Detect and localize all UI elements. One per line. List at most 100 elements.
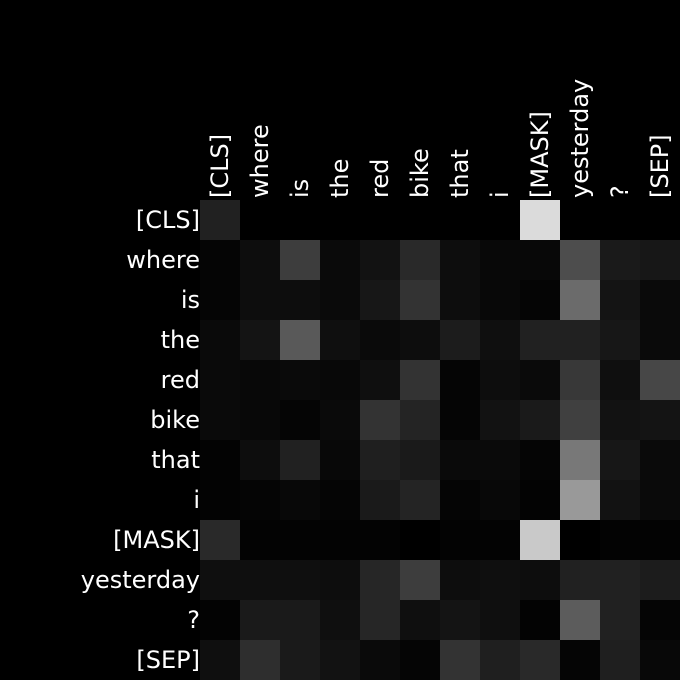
heatmap-cell-11-5: [400, 640, 440, 680]
heatmap-cell-5-11: [640, 400, 680, 440]
heatmap-cell-8-1: [240, 520, 280, 560]
heatmap-cell-3-7: [480, 320, 520, 360]
heatmap-cell-8-11: [640, 520, 680, 560]
heatmap-cell-6-2: [280, 440, 320, 480]
heatmap-cell-10-3: [320, 600, 360, 640]
y-tick-label: ?: [187, 606, 200, 634]
heatmap-cell-8-10: [600, 520, 640, 560]
heatmap-cell-5-2: [280, 400, 320, 440]
heatmap-cell-1-9: [560, 240, 600, 280]
heatmap-cell-2-5: [400, 280, 440, 320]
heatmap-cell-2-2: [280, 280, 320, 320]
x-tick-label: bike: [406, 148, 434, 198]
heatmap-cell-4-8: [520, 360, 560, 400]
heatmap-cell-8-4: [360, 520, 400, 560]
heatmap-cell-8-6: [440, 520, 480, 560]
heatmap-cell-11-8: [520, 640, 560, 680]
heatmap-cell-1-5: [400, 240, 440, 280]
heatmap-cell-6-6: [440, 440, 480, 480]
heatmap-cell-1-6: [440, 240, 480, 280]
x-tick-label: [SEP]: [646, 134, 674, 198]
x-tick-label: that: [446, 149, 474, 198]
heatmap-cell-6-0: [200, 440, 240, 480]
heatmap-cell-2-7: [480, 280, 520, 320]
heatmap-cell-3-11: [640, 320, 680, 360]
y-tick-label: the: [161, 326, 200, 354]
heatmap-cell-4-3: [320, 360, 360, 400]
heatmap-cell-1-11: [640, 240, 680, 280]
heatmap-cell-9-3: [320, 560, 360, 600]
heatmap-cell-10-11: [640, 600, 680, 640]
heatmap-cell-5-3: [320, 400, 360, 440]
heatmap-cell-10-0: [200, 600, 240, 640]
heatmap-cell-4-0: [200, 360, 240, 400]
heatmap-cell-6-9: [560, 440, 600, 480]
heatmap-cell-5-4: [360, 400, 400, 440]
heatmap-cell-5-5: [400, 400, 440, 440]
heatmap-cell-3-4: [360, 320, 400, 360]
heatmap-cell-11-11: [640, 640, 680, 680]
heatmap-cell-2-11: [640, 280, 680, 320]
heatmap-cell-8-3: [320, 520, 360, 560]
heatmap-cell-3-3: [320, 320, 360, 360]
heatmap-cell-2-0: [200, 280, 240, 320]
heatmap-cell-7-1: [240, 480, 280, 520]
heatmap-cell-0-0: [200, 200, 240, 240]
heatmap-cell-0-10: [600, 200, 640, 240]
heatmap-cell-0-1: [240, 200, 280, 240]
heatmap-cell-3-6: [440, 320, 480, 360]
x-tick-label: red: [366, 159, 394, 198]
heatmap-cell-4-4: [360, 360, 400, 400]
heatmap-cell-9-8: [520, 560, 560, 600]
heatmap-cell-2-9: [560, 280, 600, 320]
heatmap-cell-4-5: [400, 360, 440, 400]
heatmap-cell-6-3: [320, 440, 360, 480]
heatmap-cell-4-10: [600, 360, 640, 400]
heatmap-cell-0-8: [520, 200, 560, 240]
heatmap-cell-5-1: [240, 400, 280, 440]
y-tick-label: red: [161, 366, 200, 394]
y-tick-label: [CLS]: [136, 206, 200, 234]
heatmap-cell-5-0: [200, 400, 240, 440]
heatmap-cell-1-0: [200, 240, 240, 280]
heatmap-cell-3-9: [560, 320, 600, 360]
heatmap-cell-5-7: [480, 400, 520, 440]
heatmap-cell-3-5: [400, 320, 440, 360]
heatmap-cell-9-7: [480, 560, 520, 600]
heatmap-cell-0-2: [280, 200, 320, 240]
y-tick-label: [SEP]: [136, 646, 200, 674]
heatmap-cell-11-0: [200, 640, 240, 680]
heatmap-cell-2-4: [360, 280, 400, 320]
heatmap-cell-4-9: [560, 360, 600, 400]
heatmap-cell-0-9: [560, 200, 600, 240]
heatmap-cell-8-5: [400, 520, 440, 560]
heatmap-cell-8-2: [280, 520, 320, 560]
x-tick-label: yesterday: [566, 79, 594, 198]
heatmap-cell-1-10: [600, 240, 640, 280]
heatmap-cell-11-9: [560, 640, 600, 680]
heatmap-cell-11-4: [360, 640, 400, 680]
heatmap-cell-10-7: [480, 600, 520, 640]
x-tick-label: i: [486, 191, 514, 198]
heatmap-cell-7-2: [280, 480, 320, 520]
heatmap-cell-6-8: [520, 440, 560, 480]
heatmap-cell-9-2: [280, 560, 320, 600]
heatmap-cell-10-1: [240, 600, 280, 640]
y-tick-label: where: [126, 246, 200, 274]
heatmap-cell-0-7: [480, 200, 520, 240]
heatmap-cell-11-10: [600, 640, 640, 680]
heatmap-cell-3-1: [240, 320, 280, 360]
heatmap-cell-10-8: [520, 600, 560, 640]
x-tick-label: [CLS]: [206, 134, 234, 198]
y-tick-label: i: [193, 486, 200, 514]
heatmap-cell-11-1: [240, 640, 280, 680]
heatmap-cell-3-0: [200, 320, 240, 360]
heatmap-cell-8-0: [200, 520, 240, 560]
heatmap-cell-7-6: [440, 480, 480, 520]
heatmap-cell-7-11: [640, 480, 680, 520]
heatmap-cell-1-1: [240, 240, 280, 280]
heatmap-cell-1-4: [360, 240, 400, 280]
heatmap-cell-3-2: [280, 320, 320, 360]
heatmap-cell-6-7: [480, 440, 520, 480]
